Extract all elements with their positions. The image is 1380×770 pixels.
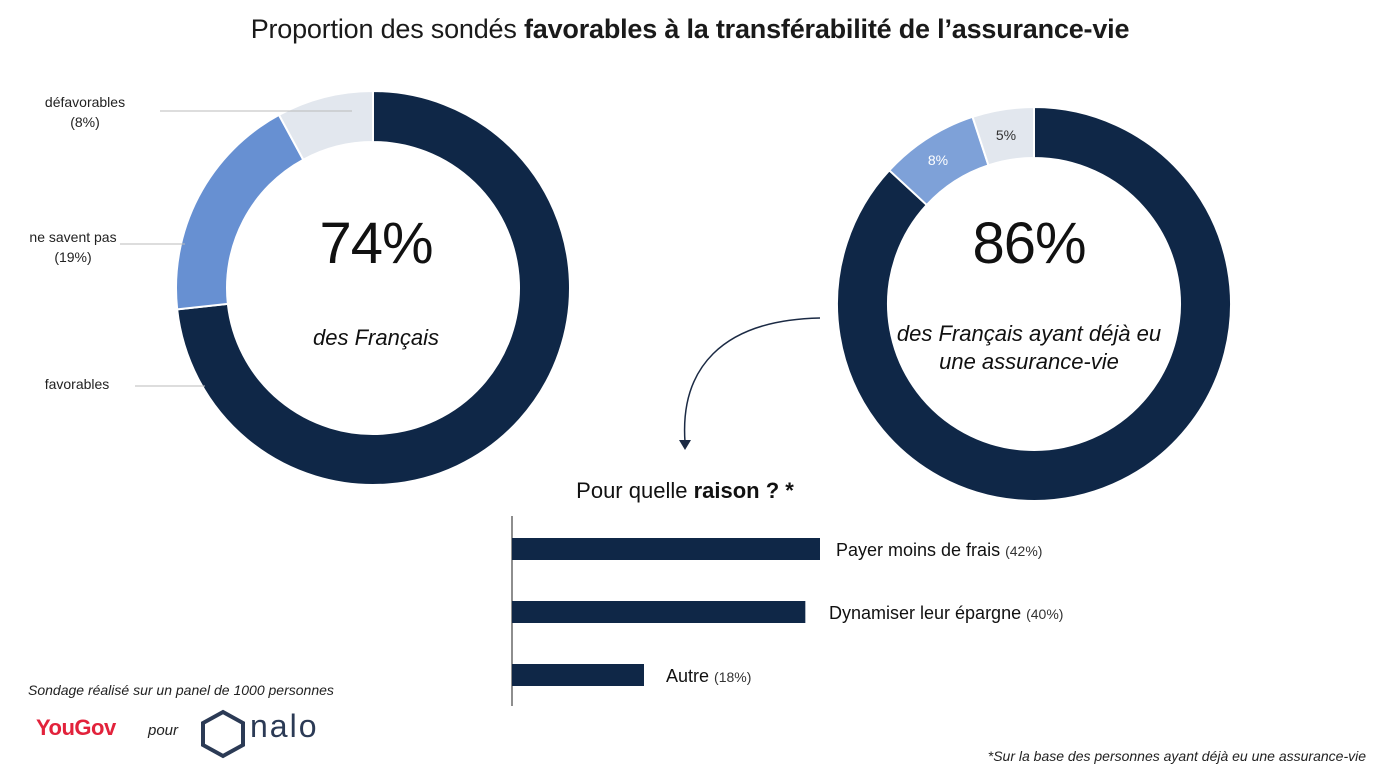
center-label-1: des Français [313,325,439,350]
bar-chart-title: Pour quelle raison ? * [500,478,870,504]
title-prefix: Proportion des sondés [250,14,524,44]
bar-2 [512,601,806,623]
bar-title-bold: raison ? * [693,478,794,503]
label-favorables: favorables [12,374,142,394]
bar-label-epargne: Dynamiser leur épargne (40%) [829,603,1063,624]
bar-1 [512,538,820,560]
donut-slice-favorables [836,105,1232,502]
bar-title-prefix: Pour quelle [576,478,694,503]
bar-3 [512,664,644,686]
panel-note: Sondage réalisé sur un panel de 1000 per… [28,682,334,698]
label-defavorables: défavorables (8%) [20,92,150,132]
bar-label-autre-pct: (18%) [714,669,752,685]
donut-slice-défavorables [971,105,1035,167]
label-nsp-text: ne savent pas [29,229,117,245]
chart-title: Proportion des sondés favorables à la tr… [0,14,1380,45]
bar-label-frais-pct: (42%) [1005,543,1043,559]
footnote: *Sur la base des personnes ayant déjà eu… [987,748,1366,764]
bar-label-epargne-text: Dynamiser leur épargne [829,603,1022,623]
slice-label-nsp-2: 8% [927,152,949,168]
donut-slice-favorables [176,89,571,486]
label-favorables-text: favorables [44,376,110,392]
title-bold: favorables à la transférabilité de l’ass… [523,14,1130,44]
center-label-2-line2: une assurance-vie [939,349,1119,374]
donut-chart-all [175,89,571,486]
label-nsp: ne savent pas (19%) [8,227,138,267]
center-label-2-line1: des Français ayant déjà eu [896,321,1162,346]
yougov-logo: YouGov [36,715,116,740]
slice-label-defav-2: 5% [995,127,1017,143]
bar-label-autre-text: Autre [666,666,710,686]
bar-label-epargne-pct: (40%) [1026,606,1064,622]
curved-arrow [683,317,821,443]
nalo-logo-icon [201,709,245,759]
center-value-2: 86% [972,211,1086,276]
label-defavorables-text: défavorables [44,94,126,110]
label-nsp-pct: (19%) [54,249,92,265]
center-label-2: des Français ayant déjà eu une assurance… [869,320,1189,376]
bar-label-frais-text: Payer moins de frais [836,540,1001,560]
donut-chart-holders [836,105,1232,502]
label-defavorables-pct: (8%) [70,114,100,130]
bar-label-autre: Autre (18%) [666,666,751,687]
bar-chart-reasons [512,538,820,686]
pour-text: pour [148,722,179,739]
bar-label-frais: Payer moins de frais (42%) [836,540,1042,561]
center-value-1: 74% [319,211,433,276]
arrow-head-icon [679,440,691,450]
donut-slice-défavorables [277,89,374,162]
nalo-logo-text: nalo [250,708,319,744]
